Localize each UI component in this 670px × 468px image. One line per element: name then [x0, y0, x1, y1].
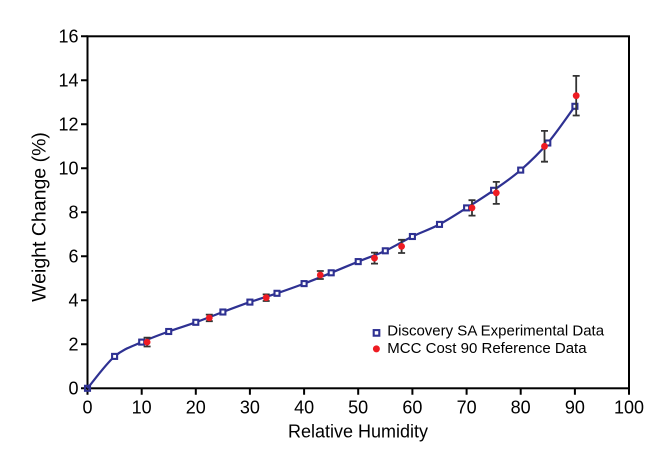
svg-text:Weight Change (%): Weight Change (%): [29, 132, 51, 302]
svg-text:60: 60: [402, 398, 422, 418]
svg-text:20: 20: [186, 398, 206, 418]
svg-text:30: 30: [240, 398, 260, 418]
svg-text:10: 10: [58, 159, 78, 179]
svg-text:50: 50: [348, 398, 368, 418]
svg-text:12: 12: [58, 115, 78, 135]
svg-text:8: 8: [68, 203, 78, 223]
svg-text:100: 100: [614, 398, 644, 418]
svg-text:90: 90: [565, 398, 585, 418]
svg-text:0: 0: [68, 379, 78, 399]
svg-text:MCC Cost 90 Reference Data: MCC Cost 90 Reference Data: [387, 340, 587, 357]
svg-text:40: 40: [294, 398, 314, 418]
svg-text:10: 10: [132, 398, 152, 418]
svg-text:16: 16: [58, 27, 78, 47]
svg-text:4: 4: [68, 291, 78, 311]
svg-text:Relative Humidity: Relative Humidity: [288, 422, 428, 442]
svg-text:2: 2: [68, 335, 78, 355]
svg-text:Discovery SA Experimental Data: Discovery SA Experimental Data: [387, 323, 604, 340]
svg-text:0: 0: [82, 398, 92, 418]
svg-text:70: 70: [457, 398, 477, 418]
svg-text:6: 6: [68, 247, 78, 267]
svg-text:80: 80: [511, 398, 531, 418]
svg-text:14: 14: [58, 71, 78, 91]
